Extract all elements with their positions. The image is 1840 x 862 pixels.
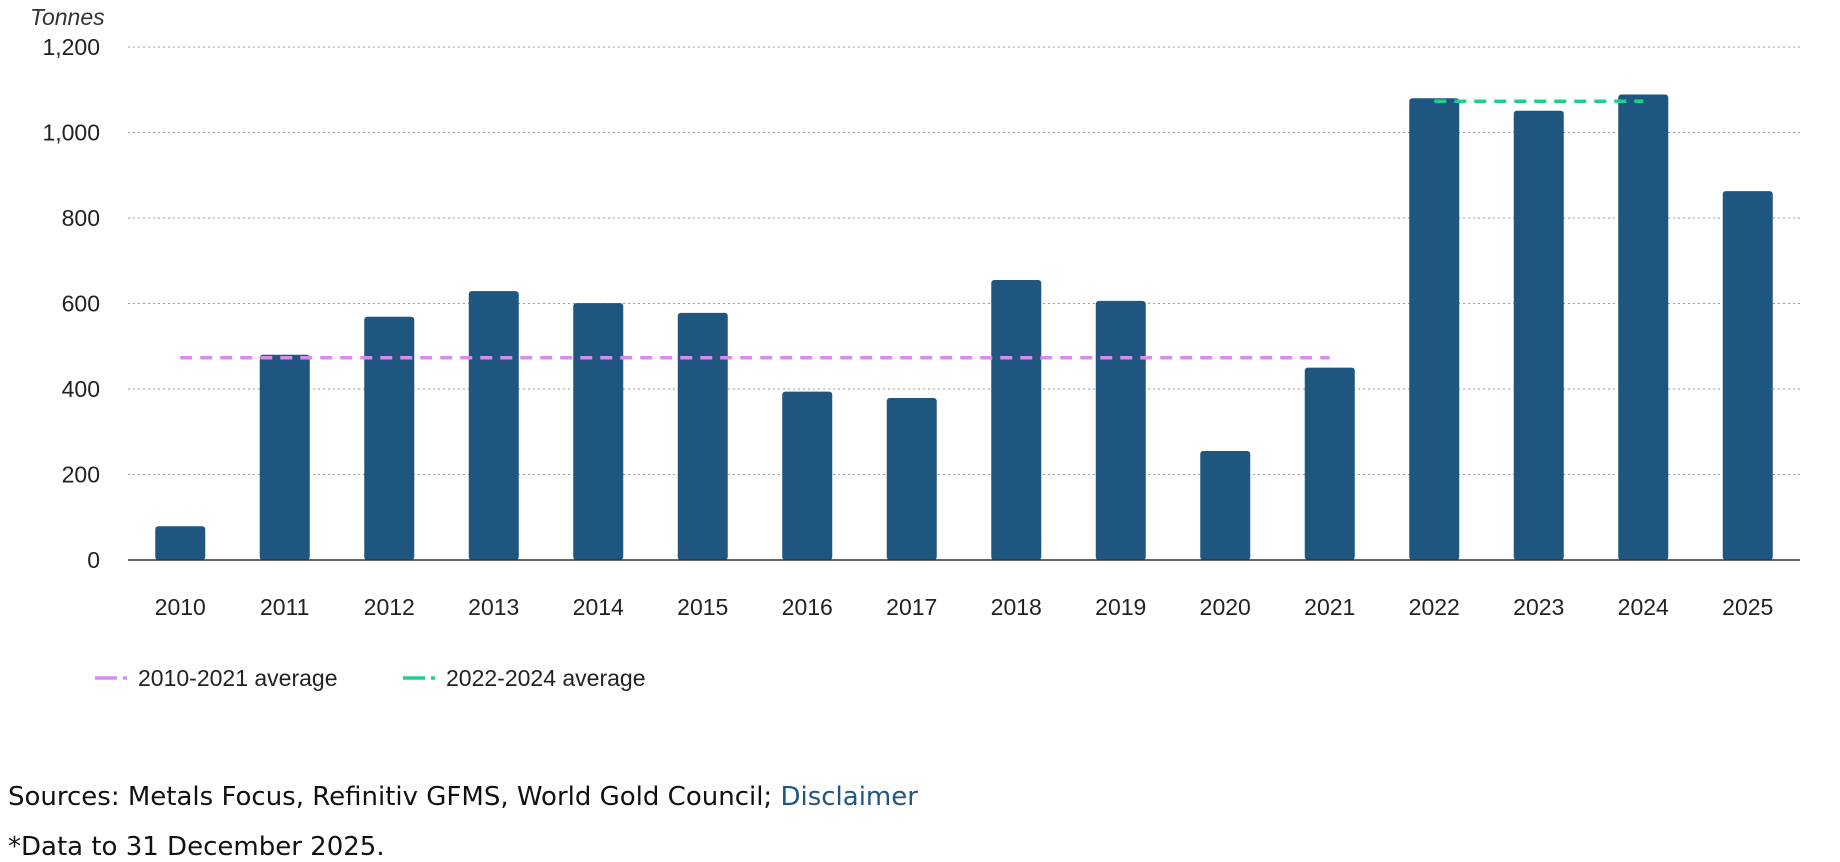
y-tick-label: 0 <box>87 547 100 573</box>
legend-label: 2022-2024 average <box>446 665 646 691</box>
legend: 2010-2021 average 2022-2024 average <box>95 665 646 691</box>
bar-2023 <box>1513 110 1564 560</box>
sources-text: Sources: Metals Focus, Refinitiv GFMS, W… <box>8 782 781 812</box>
bar-2017 <box>886 397 937 560</box>
x-tick-label: 2019 <box>1095 594 1146 620</box>
bar-2024 <box>1618 94 1669 560</box>
bar-2019 <box>1095 300 1146 560</box>
y-axis-ticks: 0 200 400 600 800 1,000 1,200 <box>42 34 100 573</box>
bar-2010 <box>155 526 206 560</box>
bar-2021 <box>1304 367 1355 560</box>
bar-2020 <box>1200 450 1251 560</box>
x-tick-label: 2023 <box>1513 594 1564 620</box>
x-tick-label: 2011 <box>260 594 309 620</box>
x-tick-label: 2012 <box>364 594 415 620</box>
sources-line: Sources: Metals Focus, Refinitiv GFMS, W… <box>8 782 918 812</box>
bar-2016 <box>782 391 833 560</box>
x-tick-label: 2015 <box>677 594 728 620</box>
bar-series <box>155 94 1773 561</box>
x-tick-label: 2018 <box>991 594 1042 620</box>
bar-2013 <box>468 291 519 560</box>
bar-2015 <box>677 312 728 560</box>
y-tick-label: 600 <box>62 291 100 317</box>
x-tick-label: 2022 <box>1409 594 1460 620</box>
bar-2014 <box>573 303 624 560</box>
y-tick-label: 1,200 <box>42 34 100 60</box>
bar-2012 <box>364 316 415 560</box>
x-tick-label: 2024 <box>1618 594 1669 620</box>
x-tick-label: 2025 <box>1722 594 1773 620</box>
bar-2011 <box>259 354 310 560</box>
y-tick-label: 1,000 <box>42 120 100 146</box>
bar-2022 <box>1409 98 1460 561</box>
x-axis-ticks: 2010 2011 2012 2013 2014 2015 2016 2017 2018 2019… <box>155 594 1774 620</box>
y-tick-label: 200 <box>62 462 100 488</box>
bar-2018 <box>991 279 1042 560</box>
disclaimer-link[interactable]: Disclaimer <box>780 782 918 812</box>
y-tick-label: 400 <box>62 376 100 402</box>
x-tick-label: 2014 <box>573 594 624 620</box>
x-tick-label: 2017 <box>886 594 937 620</box>
bar-2025 <box>1722 191 1773 560</box>
y-tick-label: 800 <box>62 205 100 231</box>
x-tick-label: 2016 <box>782 594 833 620</box>
average-lines <box>180 99 1644 360</box>
x-tick-label: 2013 <box>468 594 519 620</box>
x-tick-label: 2021 <box>1304 594 1355 620</box>
y-axis-label: Tonnes <box>30 4 105 30</box>
x-tick-label: 2020 <box>1200 594 1251 620</box>
data-note: *Data to 31 December 2025. <box>8 832 385 862</box>
legend-label: 2010-2021 average <box>138 665 338 691</box>
x-tick-label: 2010 <box>155 594 206 620</box>
